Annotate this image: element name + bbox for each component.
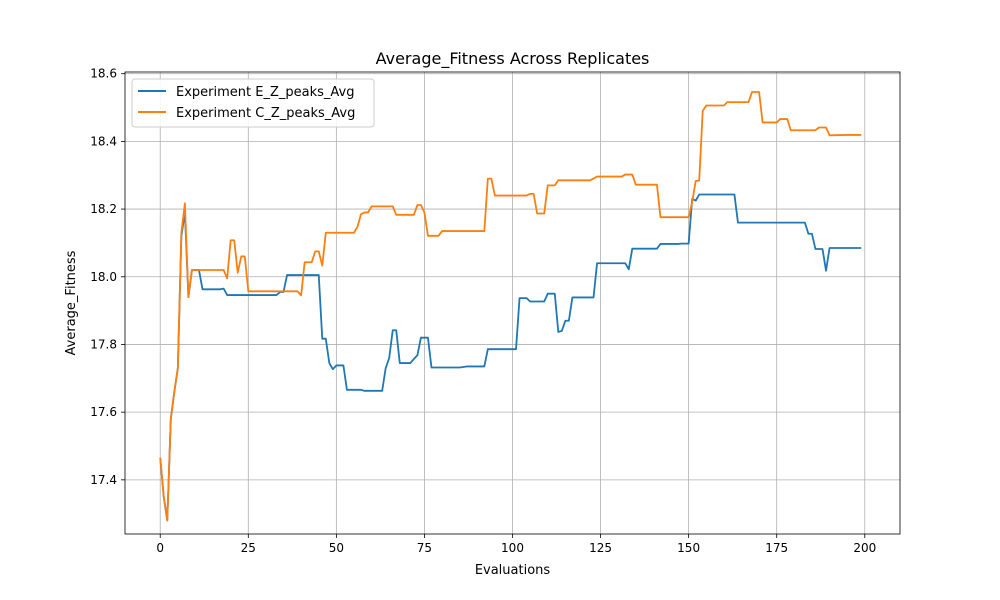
x-tick-label: 75 — [417, 541, 432, 555]
x-tick-label: 0 — [156, 541, 164, 555]
series-line-1 — [159, 91, 862, 522]
x-tick-label: 175 — [765, 541, 788, 555]
x-tick-label: 125 — [589, 541, 612, 555]
legend: Experiment E_Z_peaks_Avg Experiment C_Z_… — [131, 78, 375, 128]
axis-ticks: 0 25 50 75 100 125 150 175 200 17.4 17.6 17.8 18.0 18… — [90, 67, 876, 555]
y-tick-label: 18.0 — [90, 270, 117, 284]
y-axis-label: Average_Fitness — [64, 250, 79, 355]
x-tick-label: 200 — [853, 541, 876, 555]
legend-label-c: Experiment C_Z_peaks_Avg — [176, 106, 355, 121]
y-tick-label: 17.4 — [90, 473, 117, 487]
x-tick-label: 25 — [241, 541, 256, 555]
legend-frame — [131, 78, 375, 128]
x-tick-label: 50 — [329, 541, 344, 555]
y-tick-label: 17.8 — [90, 337, 117, 351]
legend-label-e: Experiment E_Z_peaks_Avg — [176, 85, 354, 100]
series-lines — [159, 91, 862, 522]
y-tick-label: 17.6 — [90, 405, 117, 419]
x-tick-label: 150 — [677, 541, 700, 555]
grid — [125, 72, 900, 534]
x-tick-label: 100 — [501, 541, 524, 555]
y-tick-label: 18.4 — [90, 134, 117, 148]
x-axis-label: Evaluations — [475, 563, 551, 578]
y-tick-label: 18.6 — [90, 67, 117, 81]
y-tick-label: 18.2 — [90, 202, 117, 216]
chart-title: Average_Fitness Across Replicates — [376, 49, 650, 69]
